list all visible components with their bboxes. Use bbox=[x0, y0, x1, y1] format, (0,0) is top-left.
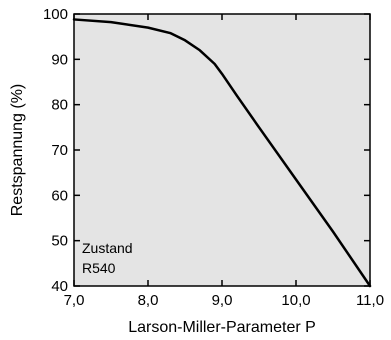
y-tick-label: 80 bbox=[51, 97, 68, 114]
annotation-line-1: Zustand bbox=[82, 240, 133, 256]
x-tick-label: 7,0 bbox=[64, 292, 85, 309]
y-tick-label: 70 bbox=[51, 142, 68, 159]
plot-area bbox=[74, 14, 370, 286]
plot-frame bbox=[73, 13, 371, 287]
y-tick-label: 50 bbox=[51, 233, 68, 250]
y-tick-label: 90 bbox=[51, 51, 68, 68]
y-axis-title: Restspannung (%) bbox=[9, 84, 26, 217]
annotation-line-2: R540 bbox=[82, 260, 116, 276]
series-line bbox=[72, 18, 372, 288]
x-tick-label: 11,0 bbox=[356, 292, 384, 309]
y-tick-label: 60 bbox=[51, 187, 68, 204]
y-tick-label: 40 bbox=[51, 278, 68, 295]
x-tick-label: 8,0 bbox=[138, 292, 159, 309]
y-tick-label: 100 bbox=[43, 6, 68, 23]
x-tick-label: 10,0 bbox=[281, 292, 310, 309]
x-axis-title: Larson-Miller-Parameter P bbox=[128, 319, 316, 336]
x-tick-label: 9,0 bbox=[212, 292, 233, 309]
